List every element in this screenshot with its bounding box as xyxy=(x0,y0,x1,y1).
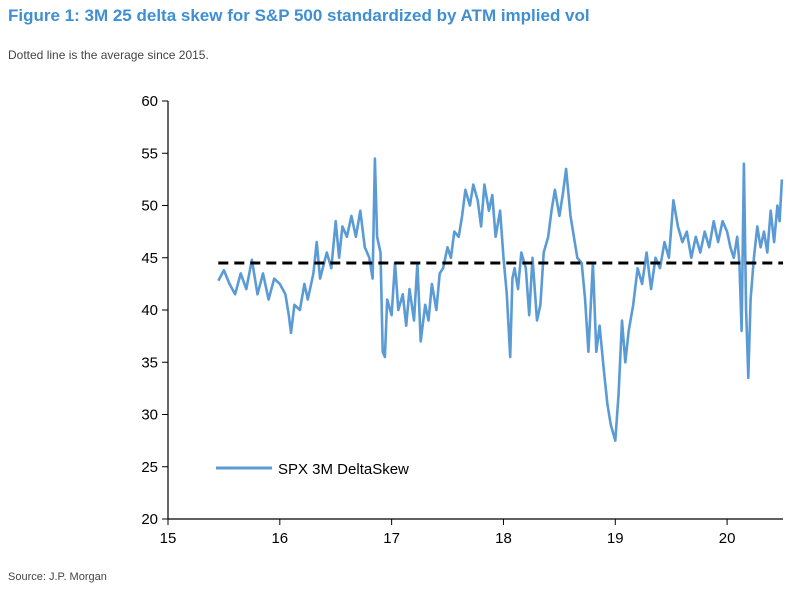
x-tick-label: 18 xyxy=(495,530,512,547)
chart-legend: SPX 3M DeltaSkew xyxy=(216,461,409,478)
y-tick-label: 35 xyxy=(141,354,158,371)
y-tick-label: 30 xyxy=(141,407,158,424)
x-tick-label: 20 xyxy=(719,530,736,547)
x-tick-label: 15 xyxy=(160,530,177,547)
y-tick-label: 60 xyxy=(141,93,158,110)
y-tick-label: 45 xyxy=(141,250,158,267)
y-tick-label: 20 xyxy=(141,511,158,528)
y-tick-label: 40 xyxy=(141,302,158,319)
chart-series xyxy=(217,157,784,442)
legend-label: SPX 3M DeltaSkew xyxy=(278,461,409,478)
figure-subtitle: Dotted line is the average since 2015. xyxy=(8,48,209,62)
y-tick-label: 55 xyxy=(141,145,158,162)
series-line-spx-3m-deltaskew xyxy=(217,157,784,442)
x-tick-label: 16 xyxy=(271,530,288,547)
y-tick-label: 25 xyxy=(141,459,158,476)
y-tick-label: 50 xyxy=(141,198,158,215)
chart-axes: 20 25 30 35 40 45 50 55 60 15 16 17 18 19 20 xyxy=(141,93,783,547)
x-tick-label: 17 xyxy=(383,530,400,547)
figure-title: Figure 1: 3M 25 delta skew for S&P 500 s… xyxy=(8,6,590,25)
x-tick-label: 19 xyxy=(607,530,624,547)
source-note: Source: J.P. Morgan xyxy=(8,571,107,583)
